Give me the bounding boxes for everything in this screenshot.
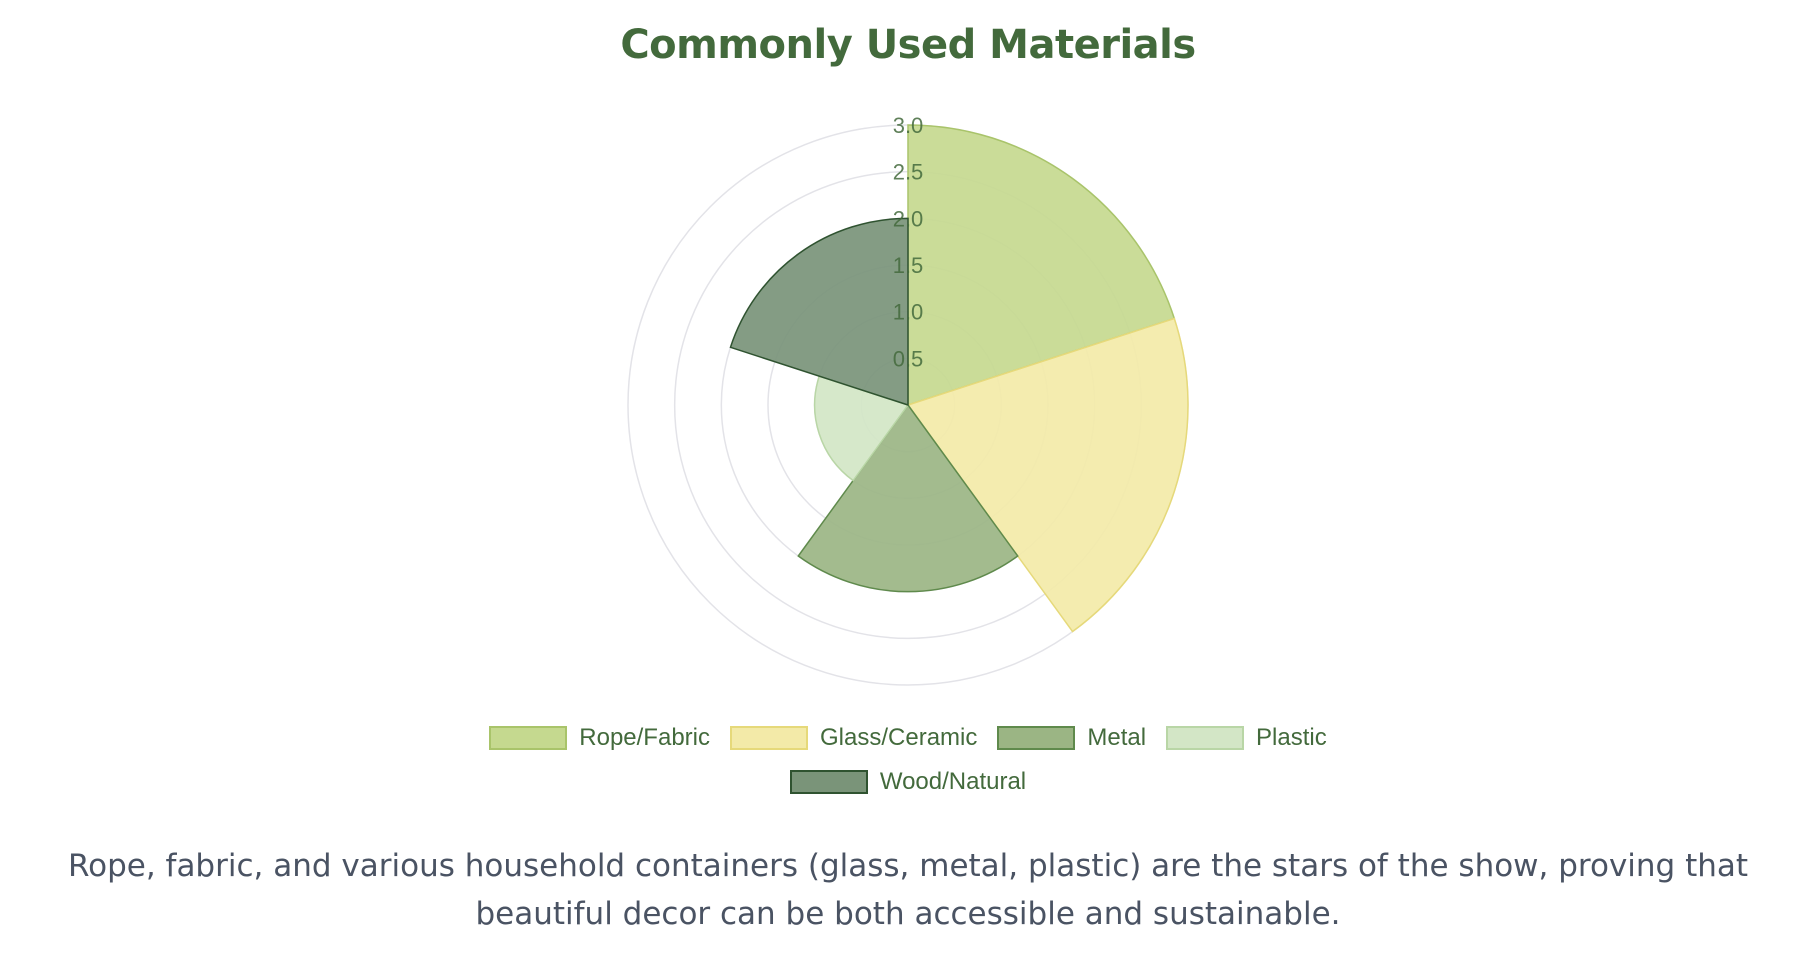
- legend-swatch: [489, 726, 568, 750]
- radial-tick-label: 1.5: [893, 253, 924, 278]
- legend-label: Glass/Ceramic: [820, 724, 978, 751]
- radial-tick-label: 1.0: [893, 300, 924, 325]
- legend-item[interactable]: Glass/Ceramic: [730, 724, 977, 752]
- chart-title: Commonly Used Materials: [620, 22, 1196, 68]
- legend-label: Plastic: [1256, 724, 1327, 751]
- legend-item[interactable]: Metal: [997, 724, 1146, 752]
- radial-tick-label: 2.0: [893, 206, 924, 231]
- sector-layer: [729, 124, 1189, 633]
- sector-wood-natural[interactable]: [729, 217, 909, 407]
- legend-swatch: [730, 726, 808, 750]
- legend-swatch: [997, 726, 1076, 750]
- sector-plastic[interactable]: [813, 375, 910, 482]
- sector-metal[interactable]: [797, 403, 1019, 593]
- legend-item[interactable]: Rope/Fabric: [489, 724, 710, 752]
- polar-area-chart: 0.5 1.0 1.5 2.0 2.5 3.0: [627, 113, 1189, 686]
- legend: Rope/Fabric Glass/Ceramic Metal Plastic Woo…: [0, 718, 1816, 806]
- legend-item[interactable]: Plastic: [1166, 724, 1327, 752]
- legend-label: Wood/Natural: [879, 768, 1027, 795]
- sector-rope-fabric[interactable]: [907, 124, 1176, 407]
- radial-tick-label: 0.5: [893, 346, 924, 371]
- caption-text: Rope, fabric, and various household cont…: [67, 848, 1749, 932]
- tick-layer: 0.5 1.0 1.5 2.0 2.5 3.0: [893, 113, 924, 371]
- sector-glass-ceramic[interactable]: [906, 317, 1189, 633]
- legend-label: Metal: [1087, 724, 1147, 751]
- legend-item[interactable]: Wood/Natural: [789, 768, 1027, 796]
- legend-row: Wood/Natural: [0, 762, 1816, 802]
- legend-label: Rope/Fabric: [579, 724, 710, 751]
- legend-swatch: [1166, 726, 1245, 750]
- legend-swatch: [789, 770, 868, 794]
- radial-tick-label: 3.0: [893, 113, 924, 138]
- radial-tick-label: 2.5: [893, 160, 924, 185]
- legend-row: Rope/Fabric Glass/Ceramic Metal Plastic: [0, 718, 1816, 758]
